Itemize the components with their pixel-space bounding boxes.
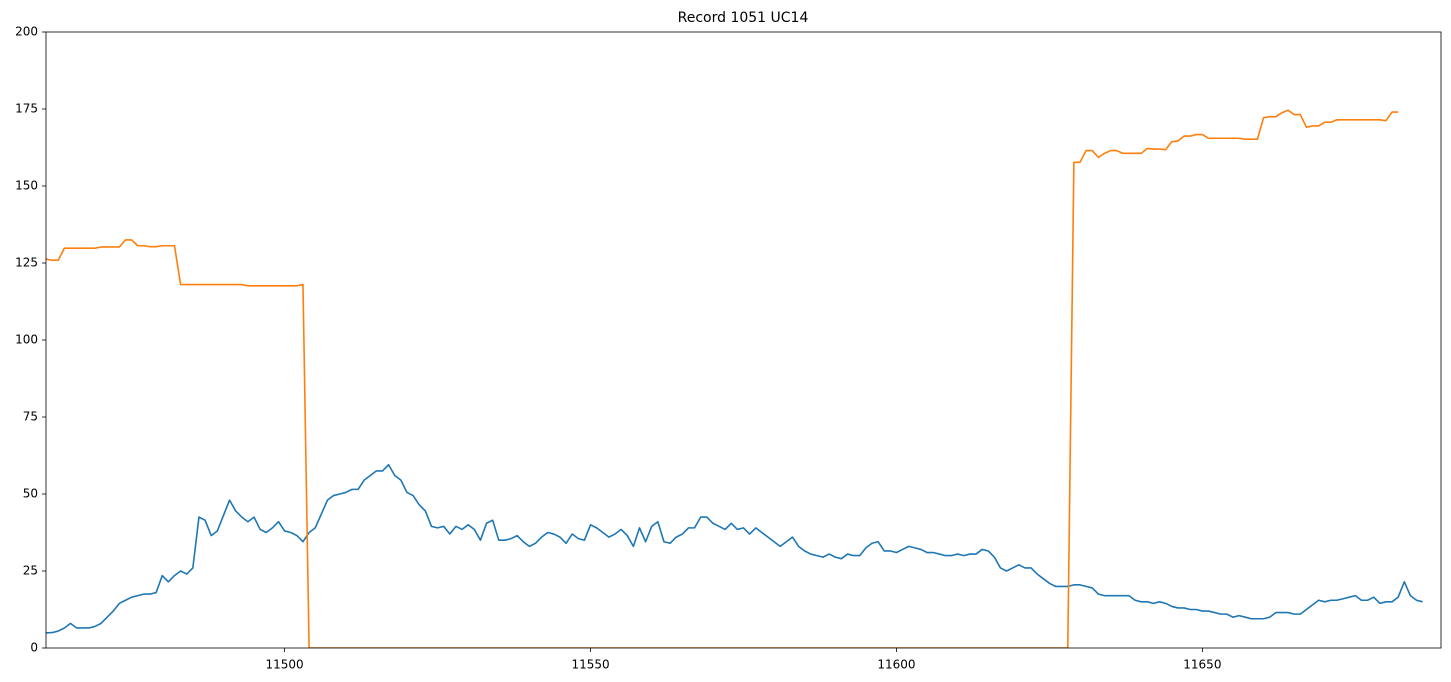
y-tick-label: 25: [23, 564, 38, 578]
y-tick-label: 100: [15, 333, 38, 347]
x-tick-label: 11500: [266, 658, 304, 672]
y-tick-label: 75: [23, 410, 38, 424]
y-tick-label: 50: [23, 487, 38, 501]
data-line: [46, 109, 1399, 648]
y-tick-label: 0: [30, 641, 38, 655]
plot-frame: [45, 31, 1442, 649]
y-tick-label: 125: [15, 256, 38, 270]
y-tick-label: 175: [15, 102, 38, 116]
y-tick-label: 200: [15, 25, 38, 39]
data-line: [46, 463, 1423, 634]
y-tick-label: 150: [15, 179, 38, 193]
x-tick-label: 11650: [1183, 658, 1221, 672]
x-tick-label: 11550: [571, 658, 609, 672]
chart-title: Record 1051 UC14: [678, 10, 809, 26]
x-tick-label: 11600: [877, 658, 915, 672]
